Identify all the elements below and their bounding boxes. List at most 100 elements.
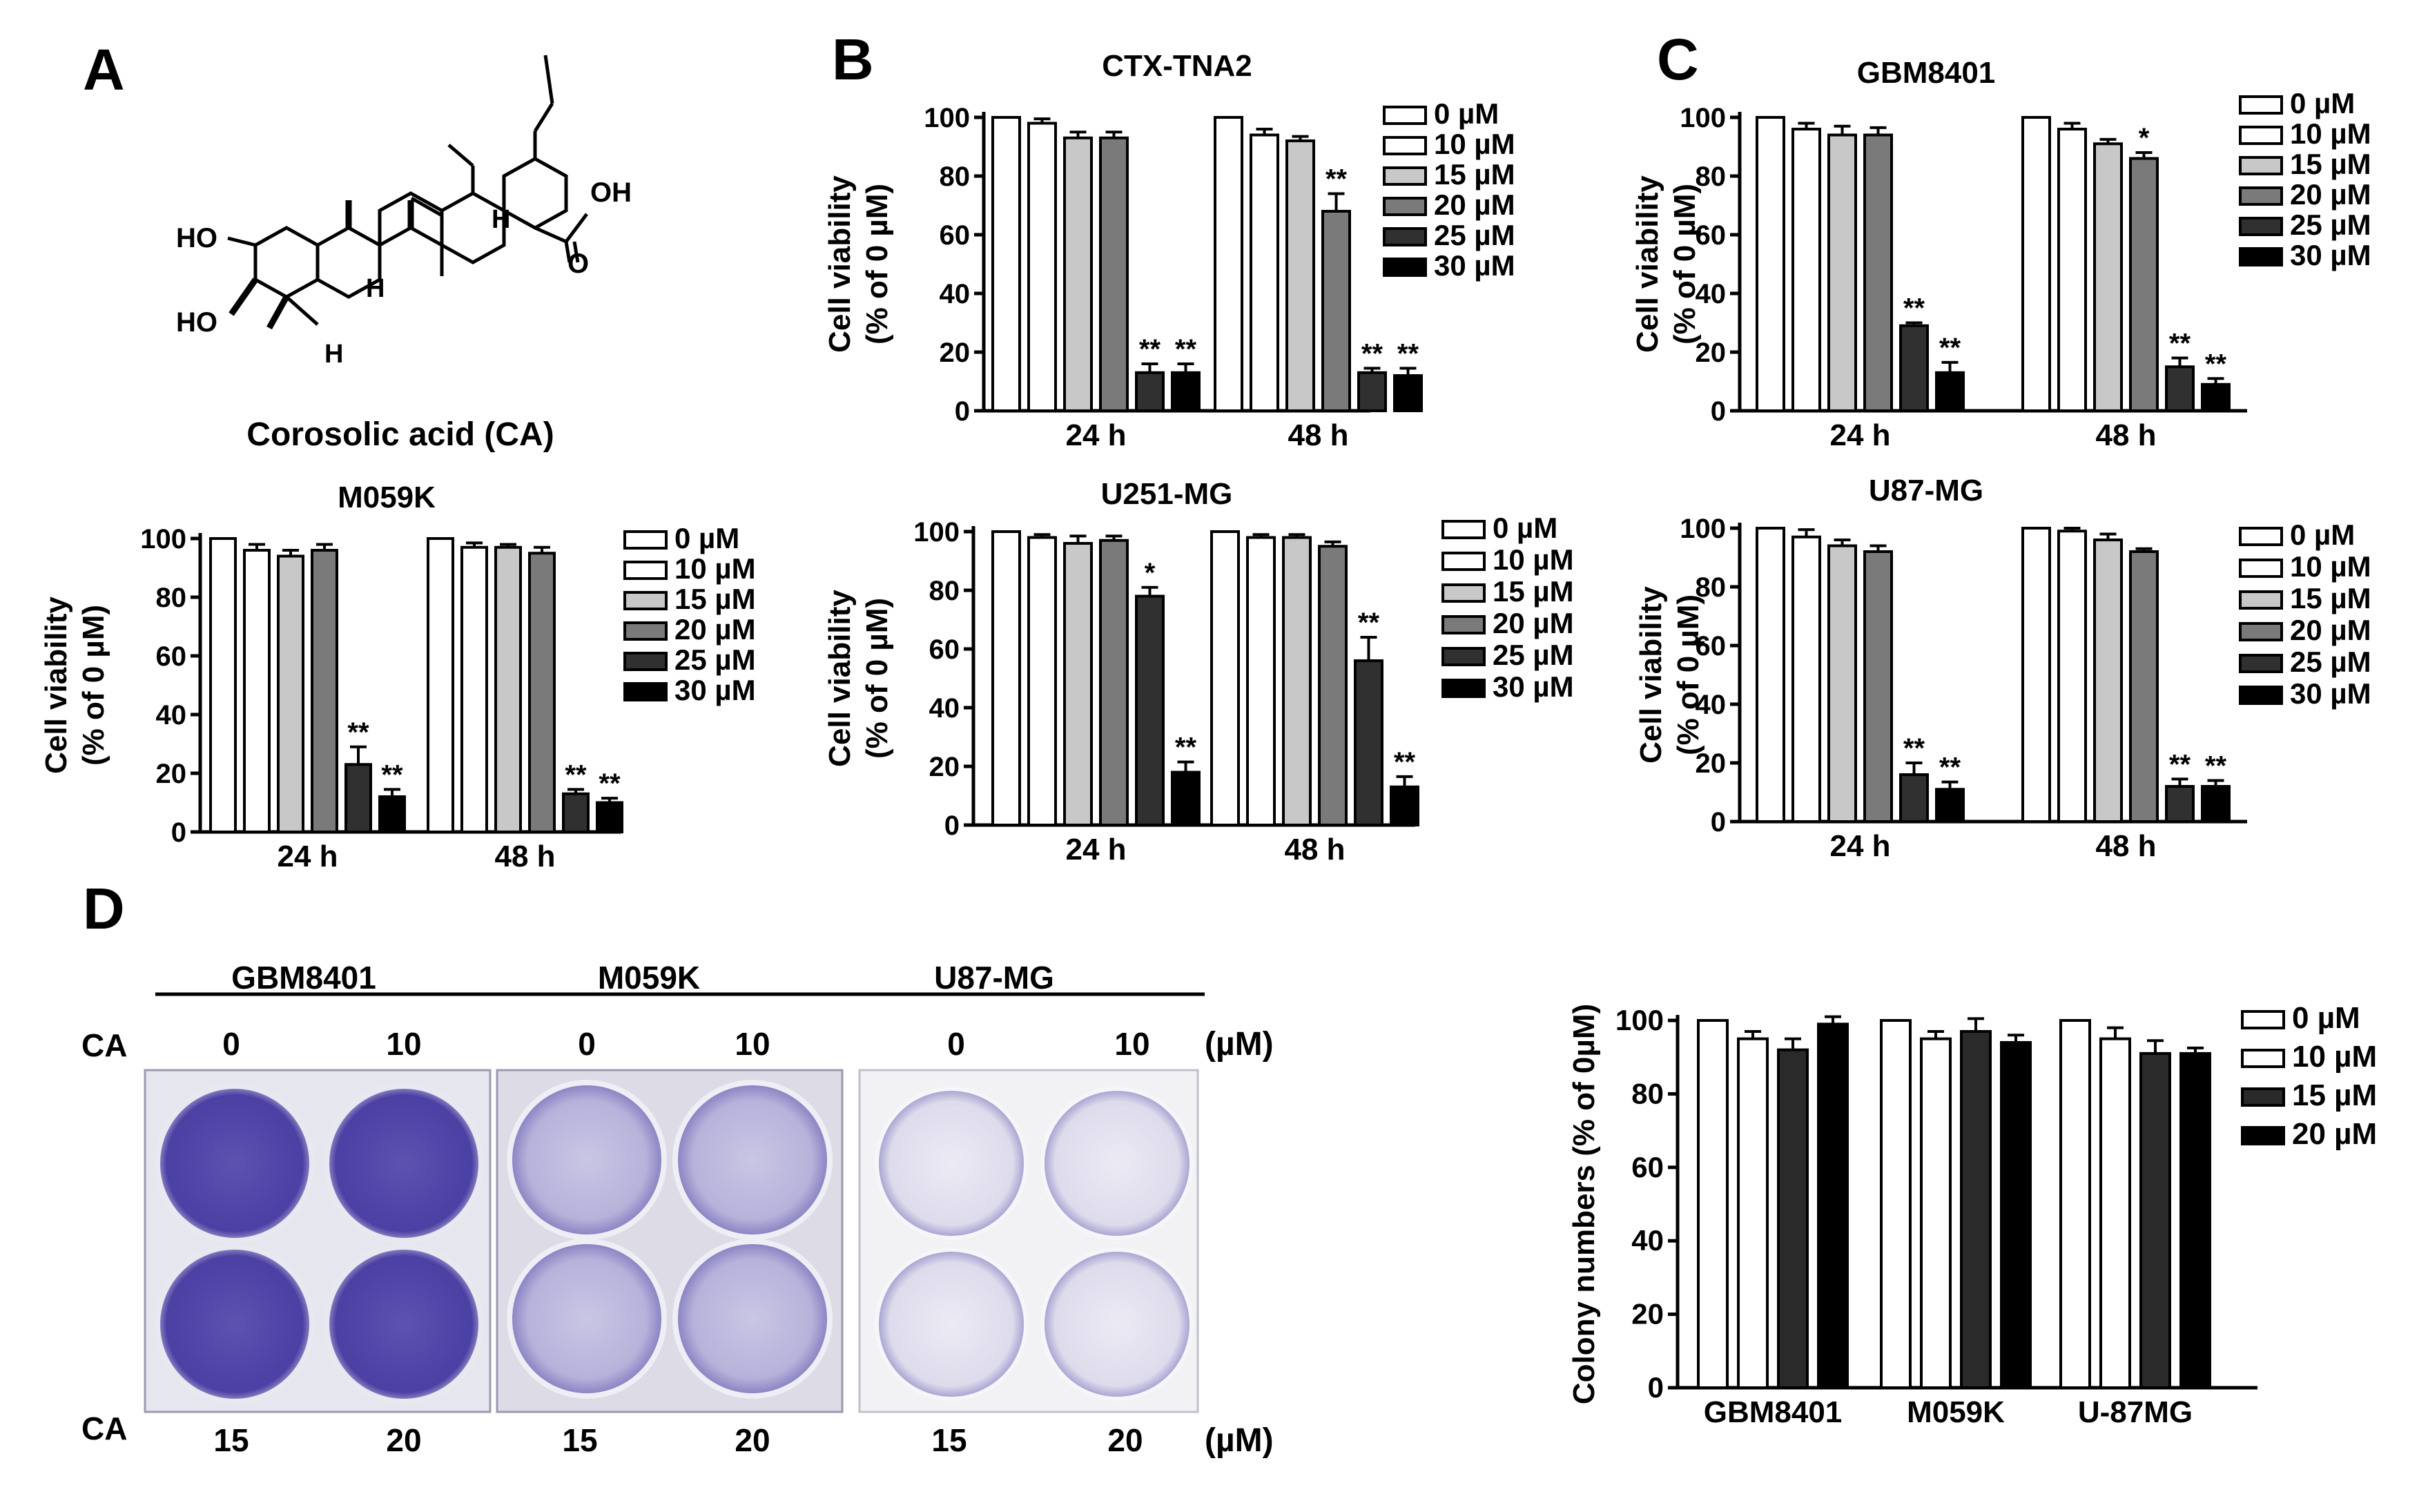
bar bbox=[528, 552, 556, 833]
bar bbox=[2021, 116, 2051, 412]
y-tick-label: 40 bbox=[1696, 279, 1727, 309]
chart-u251-mg: U251-MG 0 20 40 60 80 100 Cell viability (% of 0… bbox=[823, 477, 1419, 866]
bar bbox=[1863, 133, 1893, 412]
legend-swatch bbox=[2239, 247, 2283, 266]
x-tick-label: 24 h bbox=[1065, 833, 1126, 866]
legend-label: 20 µM bbox=[2290, 614, 2371, 646]
significance-label: ** bbox=[1325, 164, 1348, 195]
bar bbox=[1099, 136, 1129, 412]
legend-label: 15 µM bbox=[674, 583, 756, 615]
significance-label: ** bbox=[1903, 733, 1925, 764]
bar bbox=[1099, 539, 1129, 826]
legend-label: 30 µM bbox=[2290, 239, 2371, 271]
significance-label: ** bbox=[2205, 349, 2227, 379]
legend-swatch bbox=[1441, 647, 1486, 666]
legend-swatch bbox=[1441, 679, 1486, 698]
legend-label: 15 µM bbox=[2290, 148, 2371, 180]
bar bbox=[2201, 785, 2231, 823]
y-tick-label: 100 bbox=[1615, 1004, 1664, 1036]
bar bbox=[1027, 122, 1057, 412]
bar bbox=[2129, 550, 2159, 823]
y-tick-label: 0 bbox=[1711, 396, 1726, 427]
well bbox=[672, 1239, 833, 1399]
bar bbox=[1063, 542, 1093, 826]
chart-title: U251-MG bbox=[1101, 477, 1233, 511]
bar bbox=[2059, 1019, 2091, 1389]
bar bbox=[1393, 374, 1423, 412]
y-tick-label: 80 bbox=[1696, 162, 1727, 192]
panel-letter-b: B bbox=[832, 27, 874, 92]
legend-label: 0 µM bbox=[1434, 97, 1499, 130]
bar bbox=[2165, 365, 2195, 412]
bar bbox=[1390, 785, 1419, 826]
well bbox=[507, 1239, 667, 1399]
y-tick-label: 60 bbox=[940, 220, 971, 251]
x-tick-label: 48 h bbox=[494, 840, 555, 873]
legend-swatch bbox=[2239, 217, 2283, 236]
y-tick-label: 100 bbox=[1680, 514, 1726, 544]
panel-letter-a: A bbox=[83, 37, 125, 102]
legend-label: 20 µM bbox=[674, 613, 756, 646]
legend-label: 10 µM bbox=[1434, 128, 1515, 160]
legend-swatch bbox=[1441, 583, 1486, 603]
well bbox=[875, 1087, 1028, 1240]
struct-label-h1: H bbox=[492, 205, 510, 234]
bar bbox=[1817, 1022, 1849, 1389]
significance-label: ** bbox=[1175, 733, 1197, 763]
legend-label: 25 µM bbox=[2290, 209, 2371, 241]
struct-label-h3: H bbox=[324, 340, 343, 369]
bar bbox=[596, 801, 623, 833]
legend-label: 0 µM bbox=[2290, 87, 2355, 119]
legend-label: 0 µM bbox=[2290, 518, 2355, 551]
chart-gbm8401: GBM8401 0 20 40 60 80 100 Cell viability (% of 0… bbox=[1631, 56, 2247, 452]
legend-swatch bbox=[2241, 1087, 2285, 1107]
bar bbox=[1791, 535, 1821, 823]
dose-bottom-2: 20 bbox=[386, 1422, 421, 1458]
bar bbox=[2000, 1040, 2032, 1390]
y-tick-label: 40 bbox=[929, 693, 960, 724]
bar bbox=[2093, 142, 2123, 412]
bar bbox=[1027, 536, 1057, 826]
significance-label: ** bbox=[1903, 293, 1925, 324]
y-tick-label: 40 bbox=[1631, 1224, 1664, 1257]
significance-label: ** bbox=[1397, 338, 1419, 369]
well bbox=[1040, 1087, 1194, 1240]
legend-label: 25 µM bbox=[1434, 219, 1515, 251]
significance-label: ** bbox=[1939, 753, 1961, 783]
bar bbox=[378, 795, 406, 833]
struct-label-ho2: HO bbox=[176, 307, 217, 338]
legend-swatch bbox=[1383, 136, 1427, 155]
dose-top-1: 0 bbox=[222, 1026, 240, 1062]
bar bbox=[1250, 133, 1279, 412]
bar bbox=[2021, 527, 2051, 823]
dose-top-2: 10 bbox=[386, 1026, 421, 1062]
legend-swatch bbox=[623, 621, 668, 641]
y-tick-label: 40 bbox=[1696, 690, 1727, 720]
bar bbox=[1354, 659, 1383, 826]
struct-label-oh: OH bbox=[590, 177, 632, 208]
bar bbox=[2057, 128, 2087, 412]
legend-label: 15 µM bbox=[1434, 158, 1515, 191]
struct-label-ho1: HO bbox=[176, 223, 217, 253]
bar bbox=[1246, 536, 1276, 826]
y-tick-label: 0 bbox=[1711, 807, 1726, 837]
y-tick-label: 100 bbox=[1680, 103, 1726, 133]
x-tick-label: 48 h bbox=[1288, 418, 1348, 452]
y-tick-label: 80 bbox=[929, 576, 960, 606]
well bbox=[324, 1083, 484, 1243]
y-tick-label: 0 bbox=[1648, 1371, 1664, 1404]
legend-label: 10 µM bbox=[1493, 543, 1574, 576]
bar bbox=[494, 545, 522, 833]
legend-swatch bbox=[2239, 186, 2283, 206]
bar bbox=[427, 537, 454, 833]
dose-bottom-6: 20 bbox=[1107, 1422, 1143, 1458]
bar bbox=[1935, 371, 1965, 412]
bar bbox=[311, 549, 338, 833]
bar bbox=[1899, 773, 1929, 823]
chart-title: CTX-TNA2 bbox=[1102, 49, 1252, 83]
y-tick-label: 20 bbox=[940, 338, 971, 368]
legend-label: 20 µM bbox=[1434, 188, 1515, 221]
bar bbox=[2179, 1051, 2211, 1389]
legend-label: 0 µM bbox=[1493, 512, 1557, 544]
legend-label: 15 µM bbox=[1493, 575, 1574, 608]
